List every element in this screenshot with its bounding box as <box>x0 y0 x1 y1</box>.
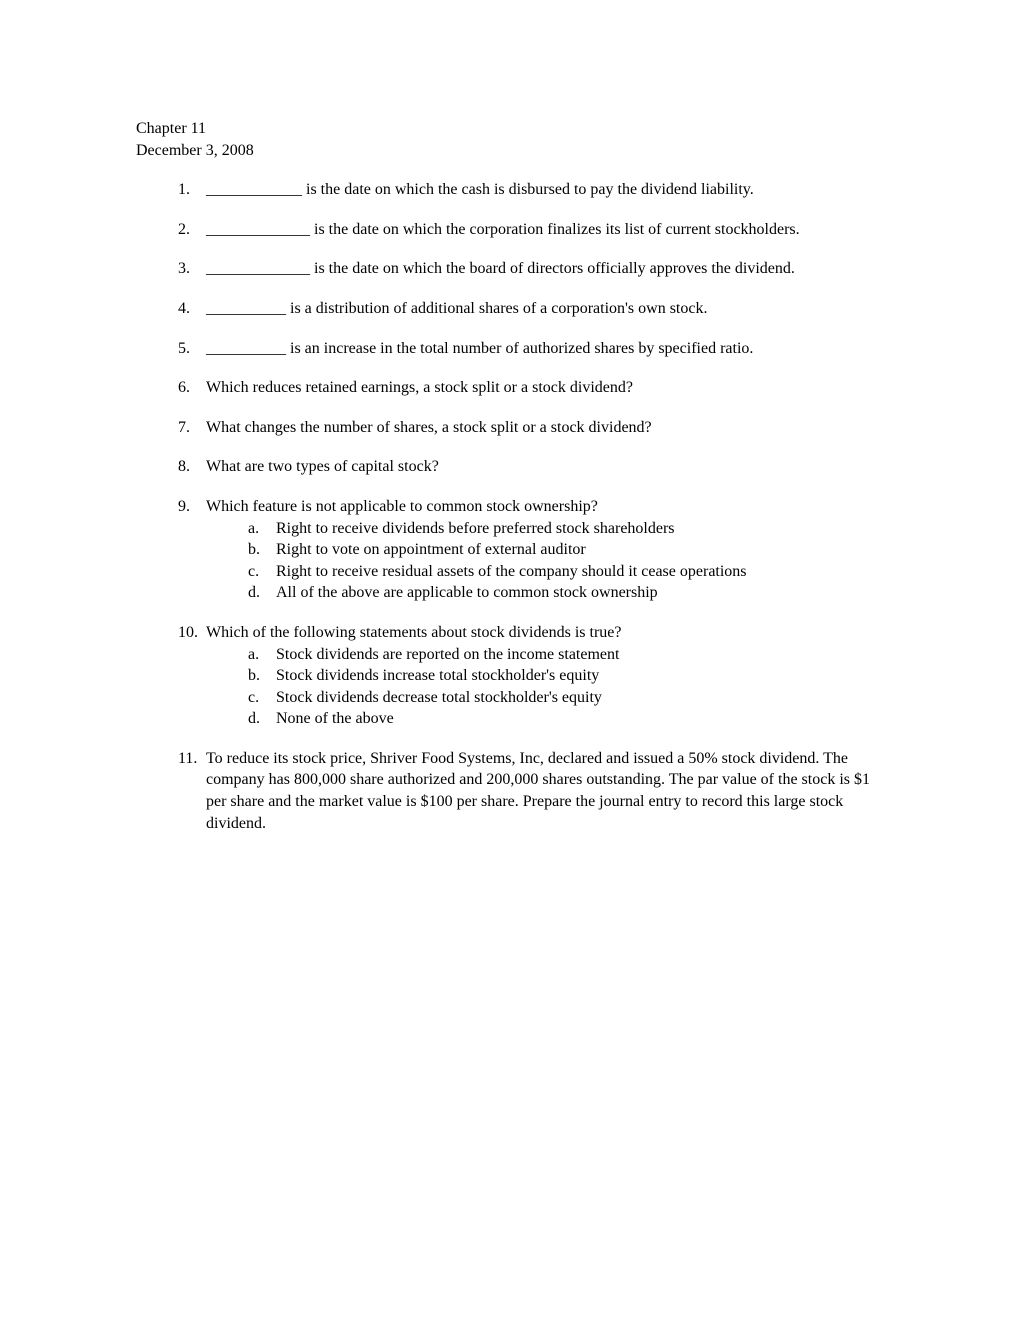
option-letter: d. <box>248 708 276 730</box>
question-text: __________ is an increase in the total n… <box>206 338 884 360</box>
option-letter: b. <box>248 665 276 687</box>
option-text: None of the above <box>276 708 884 730</box>
question-item: 4. __________ is a distribution of addit… <box>178 298 884 320</box>
question-number: 1. <box>178 179 206 201</box>
question-item: 3. _____________ is the date on which th… <box>178 258 884 280</box>
question-text: What are two types of capital stock? <box>206 456 884 478</box>
question-number: 6. <box>178 377 206 399</box>
question-text: __________ is a distribution of addition… <box>206 298 884 320</box>
question-main-text: Which feature is not applicable to commo… <box>206 498 598 515</box>
option-text: All of the above are applicable to commo… <box>276 582 884 604</box>
question-number: 8. <box>178 456 206 478</box>
question-item: 11. To reduce its stock price, Shriver F… <box>178 748 884 834</box>
question-text: What changes the number of shares, a sto… <box>206 417 884 439</box>
option-letter: a. <box>248 518 276 540</box>
option-text: Right to vote on appointment of external… <box>276 539 884 561</box>
options-list: a. Right to receive dividends before pre… <box>206 518 884 604</box>
options-list: a. Stock dividends are reported on the i… <box>206 644 884 730</box>
option-letter: c. <box>248 561 276 583</box>
option-text: Right to receive dividends before prefer… <box>276 518 884 540</box>
questions-list: 1. ____________ is the date on which the… <box>136 179 884 834</box>
question-item: 7. What changes the number of shares, a … <box>178 417 884 439</box>
option-item: b. Right to vote on appointment of exter… <box>248 539 884 561</box>
option-text: Right to receive residual assets of the … <box>276 561 884 583</box>
option-item: c. Right to receive residual assets of t… <box>248 561 884 583</box>
option-item: c. Stock dividends decrease total stockh… <box>248 687 884 709</box>
question-item: 1. ____________ is the date on which the… <box>178 179 884 201</box>
question-item: 6. Which reduces retained earnings, a st… <box>178 377 884 399</box>
question-number: 5. <box>178 338 206 360</box>
option-item: d. All of the above are applicable to co… <box>248 582 884 604</box>
option-item: a. Stock dividends are reported on the i… <box>248 644 884 666</box>
question-item: 8. What are two types of capital stock? <box>178 456 884 478</box>
question-number: 11. <box>178 748 206 834</box>
document-header: Chapter 11 December 3, 2008 <box>136 118 884 161</box>
option-item: d. None of the above <box>248 708 884 730</box>
option-letter: b. <box>248 539 276 561</box>
option-text: Stock dividends decrease total stockhold… <box>276 687 884 709</box>
question-number: 10. <box>178 622 206 730</box>
chapter-title: Chapter 11 <box>136 118 884 140</box>
question-item: 9. Which feature is not applicable to co… <box>178 496 884 604</box>
question-text: Which reduces retained earnings, a stock… <box>206 377 884 399</box>
question-number: 4. <box>178 298 206 320</box>
option-letter: c. <box>248 687 276 709</box>
option-letter: a. <box>248 644 276 666</box>
option-letter: d. <box>248 582 276 604</box>
question-item: 5. __________ is an increase in the tota… <box>178 338 884 360</box>
question-number: 2. <box>178 219 206 241</box>
question-text: _____________ is the date on which the b… <box>206 258 884 280</box>
question-text: ____________ is the date on which the ca… <box>206 179 884 201</box>
question-text: _____________ is the date on which the c… <box>206 219 884 241</box>
option-text: Stock dividends increase total stockhold… <box>276 665 884 687</box>
question-number: 7. <box>178 417 206 439</box>
question-text: Which feature is not applicable to commo… <box>206 496 884 604</box>
document-date: December 3, 2008 <box>136 140 884 162</box>
question-text: Which of the following statements about … <box>206 622 884 730</box>
question-number: 3. <box>178 258 206 280</box>
option-item: a. Right to receive dividends before pre… <box>248 518 884 540</box>
question-main-text: Which of the following statements about … <box>206 624 621 641</box>
option-text: Stock dividends are reported on the inco… <box>276 644 884 666</box>
question-item: 10. Which of the following statements ab… <box>178 622 884 730</box>
question-item: 2. _____________ is the date on which th… <box>178 219 884 241</box>
question-number: 9. <box>178 496 206 604</box>
question-text: To reduce its stock price, Shriver Food … <box>206 748 884 834</box>
option-item: b. Stock dividends increase total stockh… <box>248 665 884 687</box>
